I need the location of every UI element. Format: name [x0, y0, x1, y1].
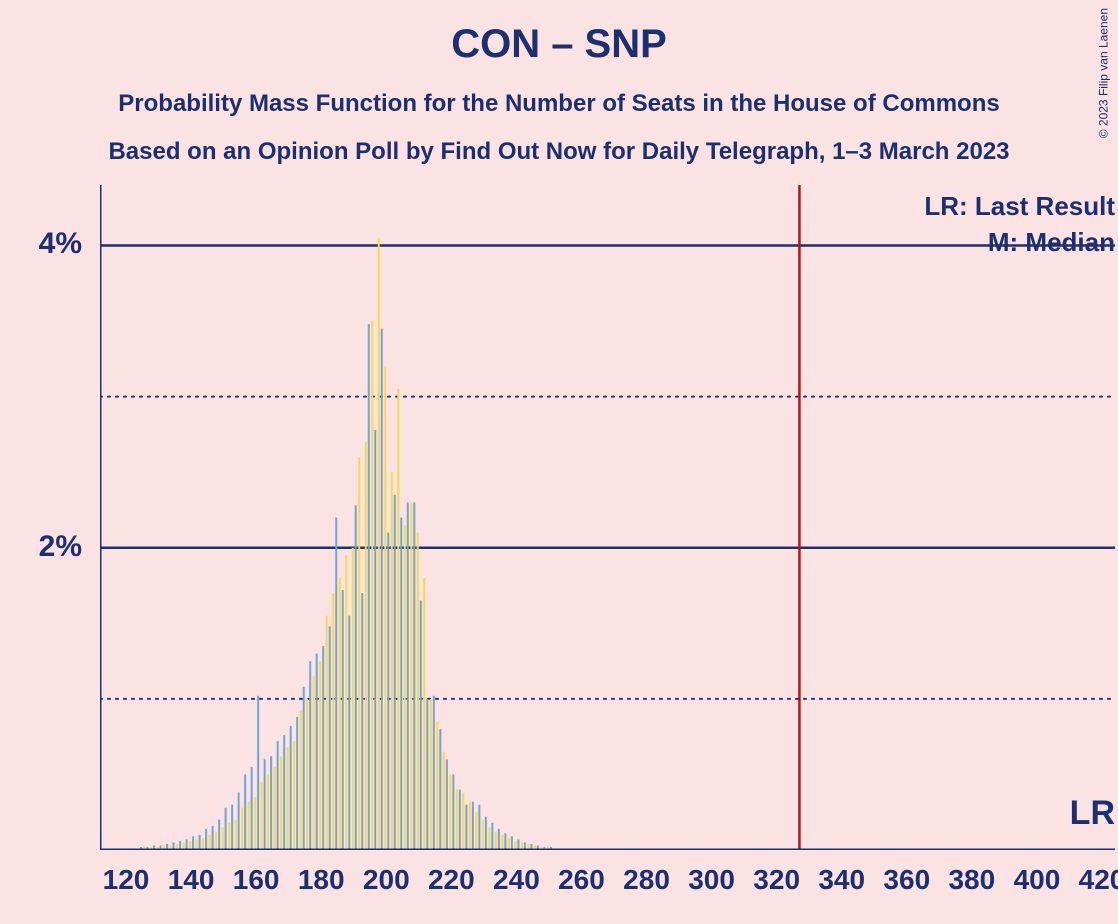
legend-median: M: Median	[988, 227, 1115, 258]
chart-subtitle-2: Based on an Opinion Poll by Find Out Now…	[0, 138, 1118, 166]
x-tick-label: 400	[1007, 864, 1067, 896]
chart-subtitle-1: Probability Mass Function for the Number…	[0, 90, 1118, 118]
chart-title: CON – SNP	[0, 22, 1118, 67]
x-tick-label: 340	[812, 864, 872, 896]
legend-last-result: LR: Last Result	[924, 191, 1115, 222]
x-tick-label: 420	[1072, 864, 1118, 896]
x-tick-label: 120	[96, 864, 156, 896]
x-tick-label: 320	[747, 864, 807, 896]
x-tick-label: 280	[617, 864, 677, 896]
plot-area	[100, 185, 1115, 850]
chart-root: © 2023 Filip van Laenen CON – SNP Probab…	[0, 0, 1118, 924]
x-tick-label: 300	[682, 864, 742, 896]
x-tick-label: 360	[877, 864, 937, 896]
x-tick-label: 140	[161, 864, 221, 896]
lr-marker-label: LR	[1070, 794, 1115, 833]
x-tick-label: 260	[551, 864, 611, 896]
x-tick-label: 200	[356, 864, 416, 896]
y-tick-label: 2%	[0, 530, 82, 564]
x-tick-label: 220	[421, 864, 481, 896]
x-tick-label: 380	[942, 864, 1002, 896]
x-tick-label: 180	[291, 864, 351, 896]
x-tick-label: 160	[226, 864, 286, 896]
x-tick-label: 240	[486, 864, 546, 896]
y-tick-label: 4%	[0, 227, 82, 261]
